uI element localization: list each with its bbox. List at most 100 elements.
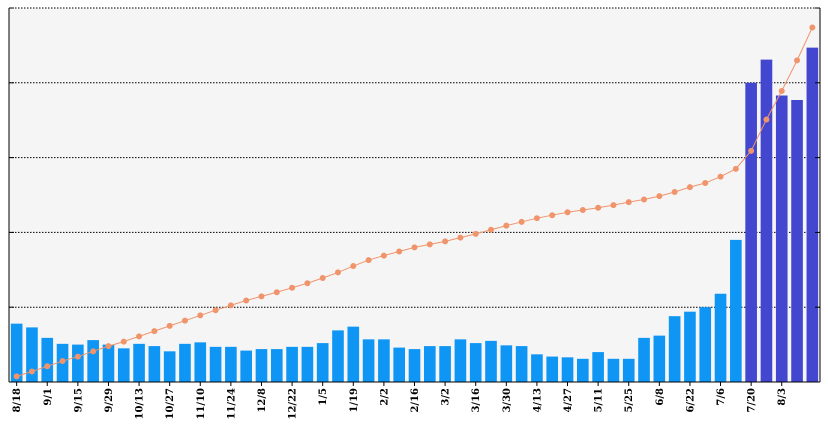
x-tick-label-4: 10/13	[135, 388, 146, 420]
line-point-9	[151, 328, 158, 335]
bar-0	[10, 323, 23, 382]
bar-18	[286, 346, 298, 382]
x-tick-label-0: 8/18	[12, 388, 23, 413]
bar-42	[653, 335, 666, 382]
line-point-41	[641, 196, 648, 203]
line-point-19	[304, 280, 311, 287]
x-tick-label-15: 3/16	[471, 388, 482, 413]
bar-33	[515, 346, 528, 382]
line-point-22	[350, 263, 357, 270]
line-point-31	[488, 226, 495, 233]
x-tick-label-18: 4/27	[563, 388, 574, 413]
x-tick-label-13: 2/16	[410, 388, 421, 413]
line-point-33	[518, 218, 525, 225]
x-tick-label-8: 12/8	[257, 388, 268, 413]
x-tick-labels: 8/18 9/1 9/15 9/29 10/13 10/27 11/10 11/24 12/8 1…	[12, 388, 788, 420]
line-point-12	[197, 312, 204, 319]
line-point-43	[671, 189, 678, 196]
line-point-52	[809, 24, 816, 31]
plot-background	[9, 8, 820, 382]
bar-52	[806, 47, 819, 382]
line-point-28	[442, 238, 449, 245]
line-point-15	[243, 297, 250, 304]
line-point-10	[166, 322, 173, 329]
bar-39	[607, 358, 620, 382]
line-point-51	[794, 57, 801, 64]
bar-41	[638, 337, 650, 382]
bar-2	[41, 337, 54, 382]
bar-6	[102, 344, 115, 382]
line-point-42	[656, 193, 663, 200]
bar-49	[760, 59, 773, 382]
line-point-24	[380, 252, 387, 259]
x-tick-label-11: 1/19	[349, 388, 360, 413]
line-point-32	[503, 222, 510, 229]
bar-29	[454, 339, 467, 382]
x-tick-label-7: 11/24	[226, 388, 237, 420]
line-point-3	[59, 358, 66, 365]
axes	[8, 7, 821, 386]
line-point-48	[748, 147, 755, 154]
line-series	[13, 24, 816, 380]
bar-19	[301, 346, 314, 382]
bar-12	[194, 342, 207, 382]
x-tick-label-16: 3/30	[502, 388, 513, 413]
bar-31	[485, 340, 497, 382]
bar-7	[117, 348, 130, 382]
x-tick-label-1: 9/1	[43, 388, 54, 406]
line-point-38	[595, 204, 602, 211]
line-point-21	[334, 269, 341, 276]
x-tick-label-10: 1/5	[318, 388, 329, 406]
line-point-6	[105, 343, 112, 350]
line-point-45	[702, 180, 709, 187]
line-point-27	[426, 241, 433, 248]
line-point-1	[28, 368, 35, 375]
bar-26	[408, 349, 421, 382]
line-point-16	[258, 293, 265, 300]
bar-17	[270, 349, 283, 382]
bar-1	[26, 327, 38, 382]
line-point-4	[74, 353, 81, 360]
bar-46	[714, 293, 727, 382]
x-tick-label-12: 2/2	[379, 388, 390, 406]
x-tick-label-25: 8/3	[777, 388, 788, 406]
bar-47	[730, 239, 742, 382]
bar-9	[148, 346, 161, 382]
bar-32	[500, 345, 513, 382]
x-tick-label-6: 11/10	[196, 388, 207, 420]
bar-34	[531, 354, 543, 382]
bar-10	[163, 351, 176, 382]
line-point-50	[778, 88, 785, 95]
line-point-49	[763, 116, 770, 123]
line-point-20	[319, 275, 326, 282]
x-tick-label-14: 3/2	[441, 388, 452, 406]
line-point-36	[564, 209, 571, 216]
x-tick-label-2: 9/15	[73, 388, 84, 413]
line-point-44	[686, 184, 693, 191]
bar-series	[10, 47, 819, 383]
line-point-11	[181, 317, 188, 324]
line-point-7	[120, 338, 127, 345]
bar-28	[439, 346, 451, 382]
bar-38	[592, 352, 604, 382]
bar-25	[393, 347, 406, 382]
line-point-30	[472, 230, 479, 237]
x-tick-label-24: 7/20	[747, 388, 758, 413]
bar-30	[469, 343, 482, 382]
bar-22	[347, 326, 360, 382]
bar-51	[791, 100, 803, 382]
bar-13	[209, 346, 222, 382]
bar-5	[87, 340, 99, 382]
bar-24	[378, 339, 390, 382]
bar-15	[240, 350, 252, 382]
line-point-40	[625, 199, 632, 206]
line-point-13	[212, 307, 219, 314]
bar-36	[561, 357, 574, 382]
line-point-26	[411, 244, 418, 251]
line-point-17	[273, 289, 280, 296]
x-tick-label-22: 6/22	[685, 388, 696, 413]
line-point-47	[732, 165, 739, 172]
bar-45	[699, 307, 712, 382]
bar-16	[255, 349, 268, 382]
line-point-25	[396, 248, 403, 255]
